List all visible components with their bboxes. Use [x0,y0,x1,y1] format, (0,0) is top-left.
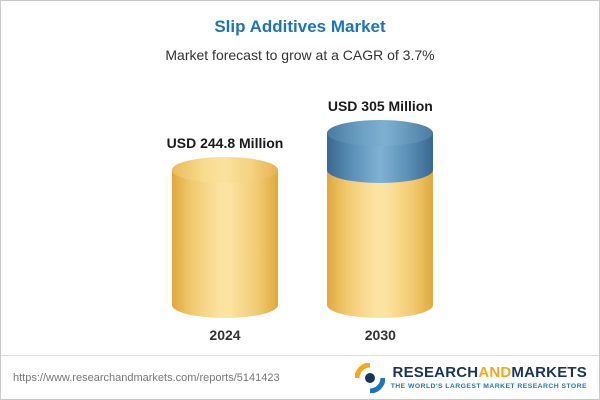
logo-tagline: THE WORLD'S LARGEST MARKET RESEARCH STOR… [390,383,587,391]
logo-word-markets: MARKETS [511,363,587,381]
value-label-2030: USD 305 Million [327,98,433,114]
chart-subtitle: Market forecast to grow at a CAGR of 3.7… [165,47,435,63]
chart-title: Slip Additives Market [214,17,386,36]
cylinder-2024 [171,157,278,318]
bar-chart: USD 244.8 Million 2024 USD 305 Million 2… [1,71,599,343]
year-label-2024: 2024 [209,327,241,343]
growth-segment-cap [327,120,434,146]
footer: https://www.researchandmarkets.com/repor… [1,355,599,399]
report-url-link[interactable]: https://www.researchandmarkets.com/repor… [13,371,280,384]
logo-text: RESEARCHANDMARKETS THE WORLD'S LARGEST M… [390,363,587,391]
cylinder-2030 [327,120,434,318]
research-and-markets-logo: RESEARCHANDMARKETS THE WORLD'S LARGEST M… [354,362,587,393]
logo-wordmark: RESEARCHANDMARKETS [392,363,587,382]
base-segment-2030 [327,157,434,318]
logo-word-research: RESEARCH [392,363,479,381]
logo-word-and: AND [478,363,512,381]
value-label-2024: USD 244.8 Million [166,135,284,151]
bar-group-2024: USD 244.8 Million 2024 [167,135,284,343]
logo-globe-icon [354,362,385,393]
bar-group-2030: USD 305 Million 2030 [327,98,434,343]
growth-segment [327,120,434,183]
base-segment-2024 [171,157,278,318]
cylinder-cap-2024 [171,157,278,183]
year-label-2030: 2030 [364,327,396,343]
